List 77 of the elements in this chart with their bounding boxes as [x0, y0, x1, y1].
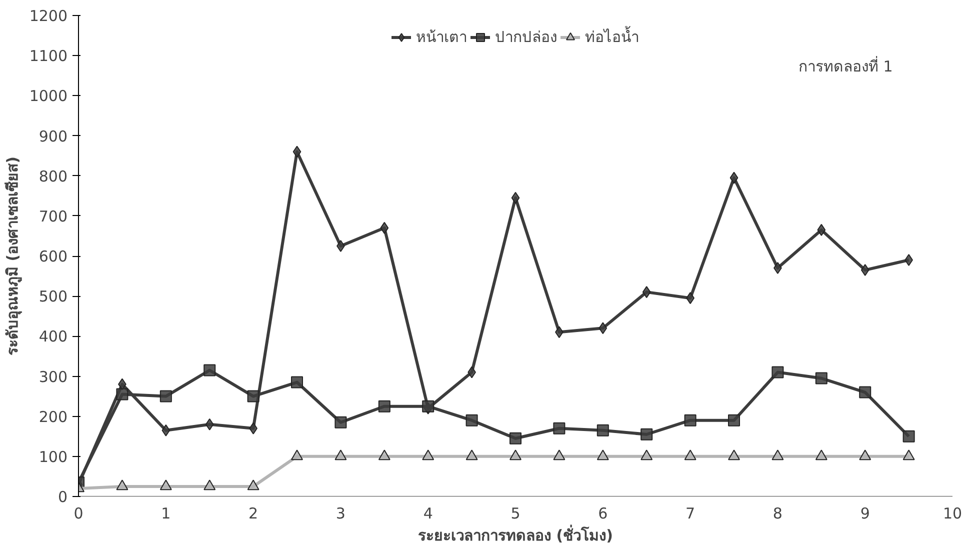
x-tick-label: 7	[686, 504, 696, 522]
point	[859, 386, 872, 398]
point	[466, 414, 478, 426]
point	[902, 450, 915, 460]
point	[684, 414, 696, 426]
x-tick-label: 4	[423, 504, 433, 522]
point	[247, 390, 260, 402]
legend-label: หน้าเตา	[416, 27, 467, 48]
point	[204, 364, 216, 376]
point	[291, 450, 303, 460]
point	[160, 480, 172, 490]
point	[640, 428, 653, 440]
point	[772, 366, 784, 378]
point	[902, 430, 915, 442]
point	[510, 450, 522, 460]
point	[380, 222, 389, 234]
y-tick-label: 900	[38, 127, 68, 146]
point	[291, 376, 303, 388]
point	[553, 450, 566, 460]
point	[684, 450, 696, 460]
point	[334, 450, 347, 460]
point	[596, 450, 609, 460]
x-tick-label: 0	[74, 504, 84, 522]
x-axis-title: ระยะเวลาการทดลอง (ชั่วโมง)	[418, 524, 613, 544]
x-tick-label: 3	[336, 504, 346, 522]
point	[378, 400, 390, 412]
y-tick-label: 0	[58, 488, 68, 506]
point	[292, 146, 302, 158]
point	[642, 286, 651, 298]
point	[553, 422, 566, 434]
x-tick-label: 8	[772, 504, 782, 522]
y-tick-label: 200	[38, 408, 68, 426]
point	[640, 450, 653, 460]
point	[730, 172, 738, 184]
y-tick-label: 1200	[29, 7, 68, 25]
point	[510, 432, 522, 444]
y-tick-label: 1100	[29, 47, 68, 66]
point	[598, 322, 608, 334]
x-tick-label: 1	[161, 504, 171, 522]
point	[116, 388, 128, 400]
point	[162, 424, 170, 436]
point	[815, 372, 828, 384]
y-tick-label: 100	[38, 448, 68, 466]
x-tick-label: 6	[598, 504, 608, 522]
point	[378, 450, 390, 460]
x-tick-label: 10	[942, 504, 962, 522]
point	[422, 450, 434, 460]
y-tick-label: 300	[38, 368, 68, 386]
point	[815, 450, 828, 460]
annotation: การทดลองที่ 1	[798, 56, 893, 76]
point	[817, 224, 826, 236]
y-tick-label: 700	[38, 207, 68, 226]
x-tick-label: 9	[860, 504, 870, 522]
point	[116, 480, 128, 490]
point	[511, 192, 520, 204]
y-tick-label: 1000	[29, 87, 68, 106]
point	[160, 390, 172, 402]
y-tick-label: 500	[38, 288, 68, 306]
point	[596, 424, 609, 436]
point	[728, 414, 740, 426]
y-tick-label: 800	[38, 167, 68, 186]
point	[728, 450, 740, 460]
point	[334, 416, 347, 428]
point	[205, 418, 214, 430]
y-tick-label: 400	[38, 328, 68, 346]
x-tick-label: 2	[248, 504, 258, 522]
point	[247, 480, 260, 490]
point	[466, 450, 478, 460]
point	[859, 450, 872, 460]
y-tick-label: 600	[38, 248, 68, 266]
legend-label: ท่อไอน้ำ	[585, 25, 639, 48]
x-tick-label: 5	[510, 504, 520, 522]
legend-label: ปากปล่อง	[495, 27, 557, 48]
y-axis-title: ระดับอุณหภูมิ (องศาเซลเซียส)	[3, 156, 22, 356]
point	[860, 264, 870, 276]
point	[772, 450, 784, 460]
point	[204, 480, 216, 490]
